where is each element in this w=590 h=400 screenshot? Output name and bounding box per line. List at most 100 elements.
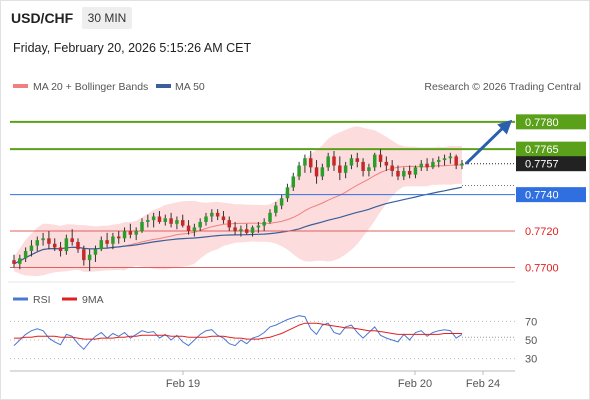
price-tag-0.7765: 0.7765 [525, 144, 559, 156]
candle [82, 249, 86, 261]
candle [140, 221, 144, 232]
candle [93, 249, 98, 255]
candle [303, 158, 307, 166]
candle [58, 247, 63, 252]
x-axis-labels: Feb 19 Feb 20 Feb 24 [166, 371, 500, 390]
candle [390, 165, 394, 171]
x-label-feb-20: Feb 20 [398, 378, 432, 390]
symbol-title: USD/CHF [11, 10, 74, 26]
forecast-arrow-shaft [464, 123, 508, 165]
price-tag-bg-0.7780 [516, 114, 586, 130]
candle [122, 231, 127, 239]
candle [372, 154, 377, 168]
price-tag-bg-0.7740 [516, 187, 586, 203]
candle [29, 245, 34, 252]
candle [256, 225, 261, 228]
candle [23, 251, 28, 259]
candle [64, 238, 69, 252]
candle [407, 170, 412, 175]
candle [169, 218, 173, 224]
candle [320, 167, 325, 177]
rsi-tick-70: 70 [525, 316, 537, 328]
x-label-feb-19: Feb 19 [166, 378, 200, 390]
candle [419, 163, 424, 168]
x-label-feb-24: Feb 24 [466, 378, 500, 390]
candle [239, 229, 243, 232]
candle [436, 160, 441, 162]
ma50-legend-label: MA 50 [175, 81, 205, 93]
candle [279, 198, 284, 206]
candle [448, 156, 453, 159]
candle [111, 236, 115, 244]
price-tag-0.7757: 0.7757 [525, 159, 559, 171]
candle [116, 236, 121, 239]
candle [314, 167, 319, 177]
price-chart: 0.7780 0.7765 0.7757 0.7740 0.7720 0.7700 [10, 114, 586, 277]
rsi-ma-line [14, 322, 462, 340]
price-tag-bg-0.7765 [516, 141, 586, 157]
price-tag-0.7780: 0.7780 [525, 117, 559, 129]
candle [146, 220, 150, 222]
rsi-chart: 70 50 30 [10, 315, 537, 366]
candle [343, 165, 348, 173]
candle [70, 238, 74, 242]
research-credit: Research © 2026 Trading Central [424, 81, 581, 93]
candle [262, 221, 266, 226]
candle [244, 229, 249, 233]
candle [361, 161, 365, 171]
candle [431, 161, 435, 168]
candle [215, 212, 220, 217]
candle [186, 225, 191, 232]
candle [99, 240, 104, 250]
candle [151, 216, 156, 221]
candle [332, 156, 336, 166]
rsi-tick-30: 30 [525, 354, 537, 366]
candle [47, 238, 51, 244]
candle [326, 156, 330, 168]
ma20-legend-label: MA 20 + Bollinger Bands [33, 81, 148, 93]
candle [378, 154, 383, 162]
rsi-legend-label: RSI [33, 294, 51, 306]
candle [210, 212, 214, 217]
price-tag-0.7740: 0.7740 [525, 190, 559, 202]
candle [384, 161, 389, 166]
candle [285, 187, 290, 199]
candle [87, 254, 92, 261]
candle [18, 258, 22, 264]
timestamp: Friday, February 20, 2026 5:15:26 AM CET [13, 41, 252, 55]
price-tag-0.7720: 0.7720 [525, 226, 559, 238]
timeframe-button[interactable]: 30 MIN [82, 7, 132, 29]
candle [297, 165, 301, 177]
candle [12, 260, 16, 264]
candle [396, 170, 400, 177]
candle [180, 220, 185, 226]
candle [35, 240, 40, 246]
candle [308, 158, 313, 168]
candle [413, 167, 418, 175]
candle [454, 156, 458, 166]
candle [274, 205, 278, 213]
candle [355, 158, 360, 162]
candle [367, 167, 371, 171]
candle [233, 227, 237, 232]
candle [128, 231, 133, 235]
candle [250, 227, 255, 233]
candle [227, 220, 232, 228]
candle [402, 170, 406, 177]
chart-header: USD/CHF 30 MIN [0, 5, 588, 31]
candle [349, 158, 354, 166]
candle [41, 238, 45, 241]
candle [163, 218, 168, 222]
candle [134, 231, 138, 235]
candle [460, 163, 464, 166]
rsi-line [13, 315, 463, 351]
candle [105, 240, 109, 244]
price-tag-bg-0.7757 [516, 156, 586, 172]
candle [268, 212, 272, 222]
price-tag-0.7700: 0.7700 [525, 262, 559, 274]
candle [76, 241, 80, 250]
candle [291, 176, 296, 188]
candle [338, 165, 342, 173]
candle [52, 243, 57, 248]
